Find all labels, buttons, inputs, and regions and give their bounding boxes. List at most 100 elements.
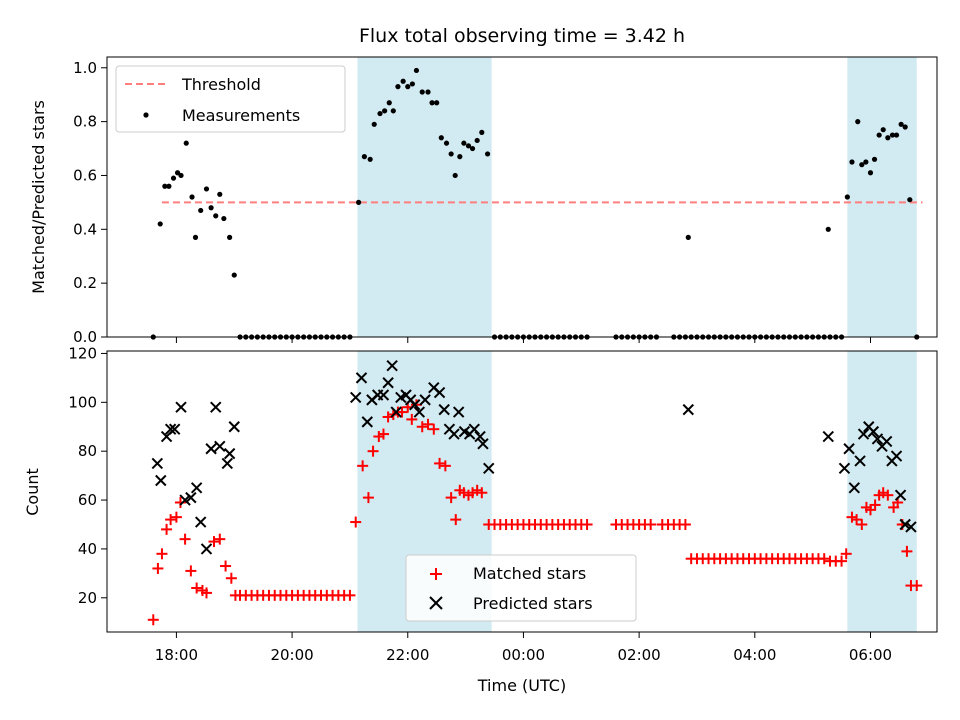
measurement-point — [443, 140, 450, 146]
matched-star-point — [439, 460, 451, 472]
measurement-point — [479, 129, 485, 135]
predicted-star-point — [223, 447, 236, 460]
measurement-point — [157, 221, 163, 227]
measurement-point — [438, 135, 444, 141]
matched-star-point — [191, 582, 203, 594]
measurement-point — [844, 194, 850, 200]
measurement-point — [405, 84, 411, 90]
predicted-star-point — [854, 455, 866, 467]
matched-star-point — [445, 492, 457, 504]
measurement-point — [213, 213, 219, 219]
top-y-ticks: 0.0 0.2 0.4 0.6 0.8 1.0 — [73, 59, 107, 346]
matched-legend-label: Matched stars — [473, 564, 586, 583]
matched-star-point — [434, 457, 446, 469]
bottom-y-axis-label: Count — [23, 468, 42, 516]
predicted-star-point — [838, 462, 851, 474]
top-legend-box — [115, 65, 346, 133]
predicted-star-point — [857, 428, 870, 440]
predicted-star-point — [871, 433, 884, 445]
bottom-x-ticks: 18:00 20:00 22:00 00:00 02:00 04:00 06:00 — [155, 632, 892, 664]
measurement-point — [198, 207, 204, 214]
matched-star-point — [165, 514, 177, 526]
matched-star-point — [911, 580, 923, 592]
predicted-star-point — [194, 516, 207, 528]
matched-star-point — [406, 413, 418, 425]
measurement-point — [231, 272, 237, 278]
predicted-star-point — [350, 391, 362, 404]
matched-star-point — [856, 518, 868, 530]
measurement-point — [419, 89, 425, 95]
measurement-point — [448, 151, 454, 157]
predicted-star-point — [468, 423, 480, 435]
measurement-point — [382, 108, 388, 114]
measurement-point — [855, 119, 861, 125]
x-tick-label: 20:00 — [270, 646, 313, 664]
predicted-star-point — [899, 518, 911, 531]
predicted-star-point — [409, 399, 421, 411]
x-tick-label: 18:00 — [155, 646, 198, 664]
bottom-legend-box — [405, 554, 637, 622]
matched-star-point — [476, 487, 488, 499]
measurement-point — [162, 183, 168, 189]
predicted-star-point — [848, 482, 860, 494]
predicted-star-point — [205, 443, 217, 455]
predicted-star-point — [905, 521, 917, 533]
measurement-point — [876, 132, 882, 138]
measurement-point — [867, 170, 874, 176]
matched-star-point — [428, 423, 440, 435]
measurements-legend-label: Measurements — [182, 106, 300, 125]
matched-star-point — [357, 460, 369, 472]
measurement-point — [377, 110, 383, 117]
shaded-interval-0 — [357, 57, 492, 337]
predicted-star-point — [390, 406, 402, 418]
bottom-y-tick-label: 60 — [78, 491, 97, 509]
x-tick-label: 06:00 — [849, 646, 892, 664]
measurement-point — [356, 199, 362, 205]
predicted-star-point — [438, 403, 450, 416]
measurement-point — [221, 215, 227, 222]
measurement-point — [849, 159, 855, 165]
matched-star-point — [350, 516, 362, 528]
predicted-star-point — [474, 430, 486, 443]
predicted-star-point — [894, 489, 907, 501]
matched-legend-marker — [430, 568, 442, 580]
shaded-interval-1 — [847, 57, 917, 337]
predicted-star-point — [880, 435, 893, 448]
top-y-axis-label: Matched/Predicted stars — [29, 100, 48, 294]
observing-window-shading — [357, 57, 917, 337]
measurement-point — [371, 121, 377, 127]
measurement-point — [484, 151, 491, 157]
measurement-point — [871, 156, 878, 162]
matched-star-point — [220, 560, 232, 572]
measurement-point — [880, 127, 886, 133]
figure-title: Flux total observing time = 3.42 h — [359, 25, 685, 47]
matched-star-point — [156, 548, 168, 560]
predicted-star-point — [419, 394, 431, 406]
measurement-point — [474, 137, 480, 144]
threshold-legend-label: Threshold — [181, 75, 261, 94]
matched-star-point — [836, 555, 848, 567]
bottom-y-tick-label: 80 — [78, 442, 97, 460]
matched-star-point — [170, 511, 182, 523]
bottom-axes-frame — [106, 350, 938, 633]
x-tick-label: 22:00 — [386, 646, 429, 664]
predicted-star-point — [228, 421, 240, 433]
matched-star-point — [152, 562, 164, 574]
measurement-point — [189, 194, 195, 200]
measurement-point — [367, 156, 373, 162]
predicted-legend-label: Predicted stars — [473, 594, 593, 613]
x-axis-label: Time (UTC) — [477, 676, 566, 695]
predicted-star-point — [210, 401, 222, 413]
bottom-y-tick-label: 40 — [78, 540, 97, 558]
bottom-y-ticks: 20 40 60 80 100 120 — [68, 344, 107, 607]
predicted-star-point — [477, 438, 489, 450]
measurement-point — [178, 172, 184, 179]
matched-star-point — [362, 492, 374, 504]
matched-star-point — [367, 445, 379, 457]
top-y-tick-label: 0.8 — [73, 113, 97, 131]
predicted-star-point — [386, 359, 398, 372]
bottom-legend: Matched stars Predicted stars — [405, 554, 637, 622]
predicted-star-point — [843, 443, 855, 455]
matched-star-point — [581, 518, 593, 530]
